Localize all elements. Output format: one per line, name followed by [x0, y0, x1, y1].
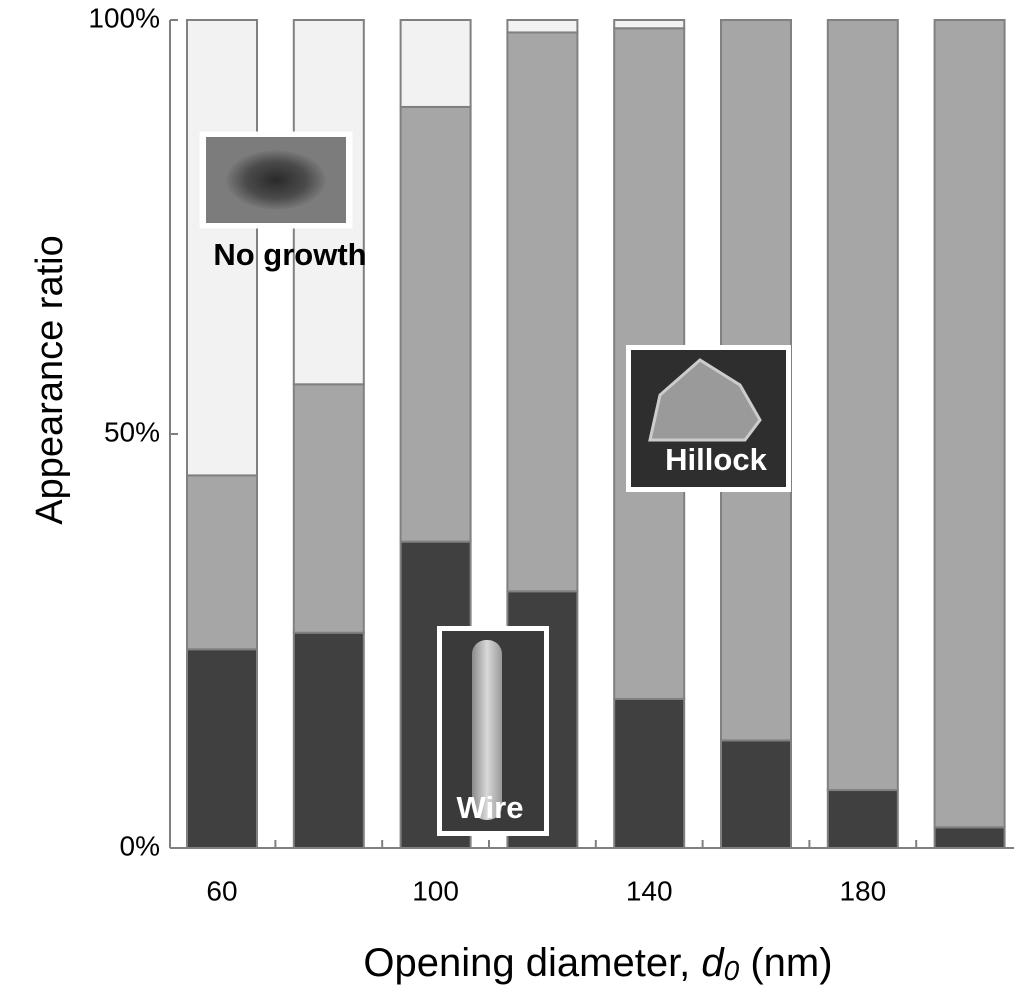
bar-segment — [721, 740, 791, 848]
y-tick-label: 100% — [88, 2, 160, 33]
x-tick-label: 140 — [626, 875, 673, 906]
inset-label: Wire — [457, 790, 524, 825]
bar-segment — [935, 20, 1005, 827]
bar-segment — [507, 20, 577, 32]
y-axis-title: Appearance ratio — [29, 235, 71, 524]
x-axis-title-part: (nm) — [739, 941, 832, 985]
bar-segment — [828, 20, 898, 790]
x-tick-label: 100 — [412, 875, 459, 906]
y-tick-label: 50% — [104, 416, 160, 447]
inset-image — [226, 150, 326, 210]
bar-segment — [828, 790, 898, 848]
bar-segment — [187, 475, 257, 649]
chart: Appearance ratio Opening diameter, d0 (n… — [0, 0, 1014, 994]
x-axis-title: Opening diameter, d0 (nm) — [363, 941, 832, 987]
bar-segment — [401, 107, 471, 542]
y-tick-label: 0% — [120, 830, 160, 861]
x-axis-title-part: d — [701, 941, 725, 985]
x-axis-title-part: Opening diameter, — [363, 941, 701, 985]
bar-segment — [187, 649, 257, 848]
bar-segment — [614, 20, 684, 28]
inset-label: Hillock — [665, 442, 767, 477]
x-axis-title-part: 0 — [724, 955, 740, 986]
bar-segment — [935, 827, 1005, 848]
x-tick-label: 60 — [206, 875, 237, 906]
bar-segment — [294, 384, 364, 632]
bar-segment — [507, 32, 577, 591]
bar-segment — [294, 633, 364, 848]
inset-label: No growth — [213, 237, 366, 272]
x-tick-label: 180 — [839, 875, 886, 906]
bar-segment — [614, 699, 684, 848]
bar-segment — [401, 20, 471, 107]
